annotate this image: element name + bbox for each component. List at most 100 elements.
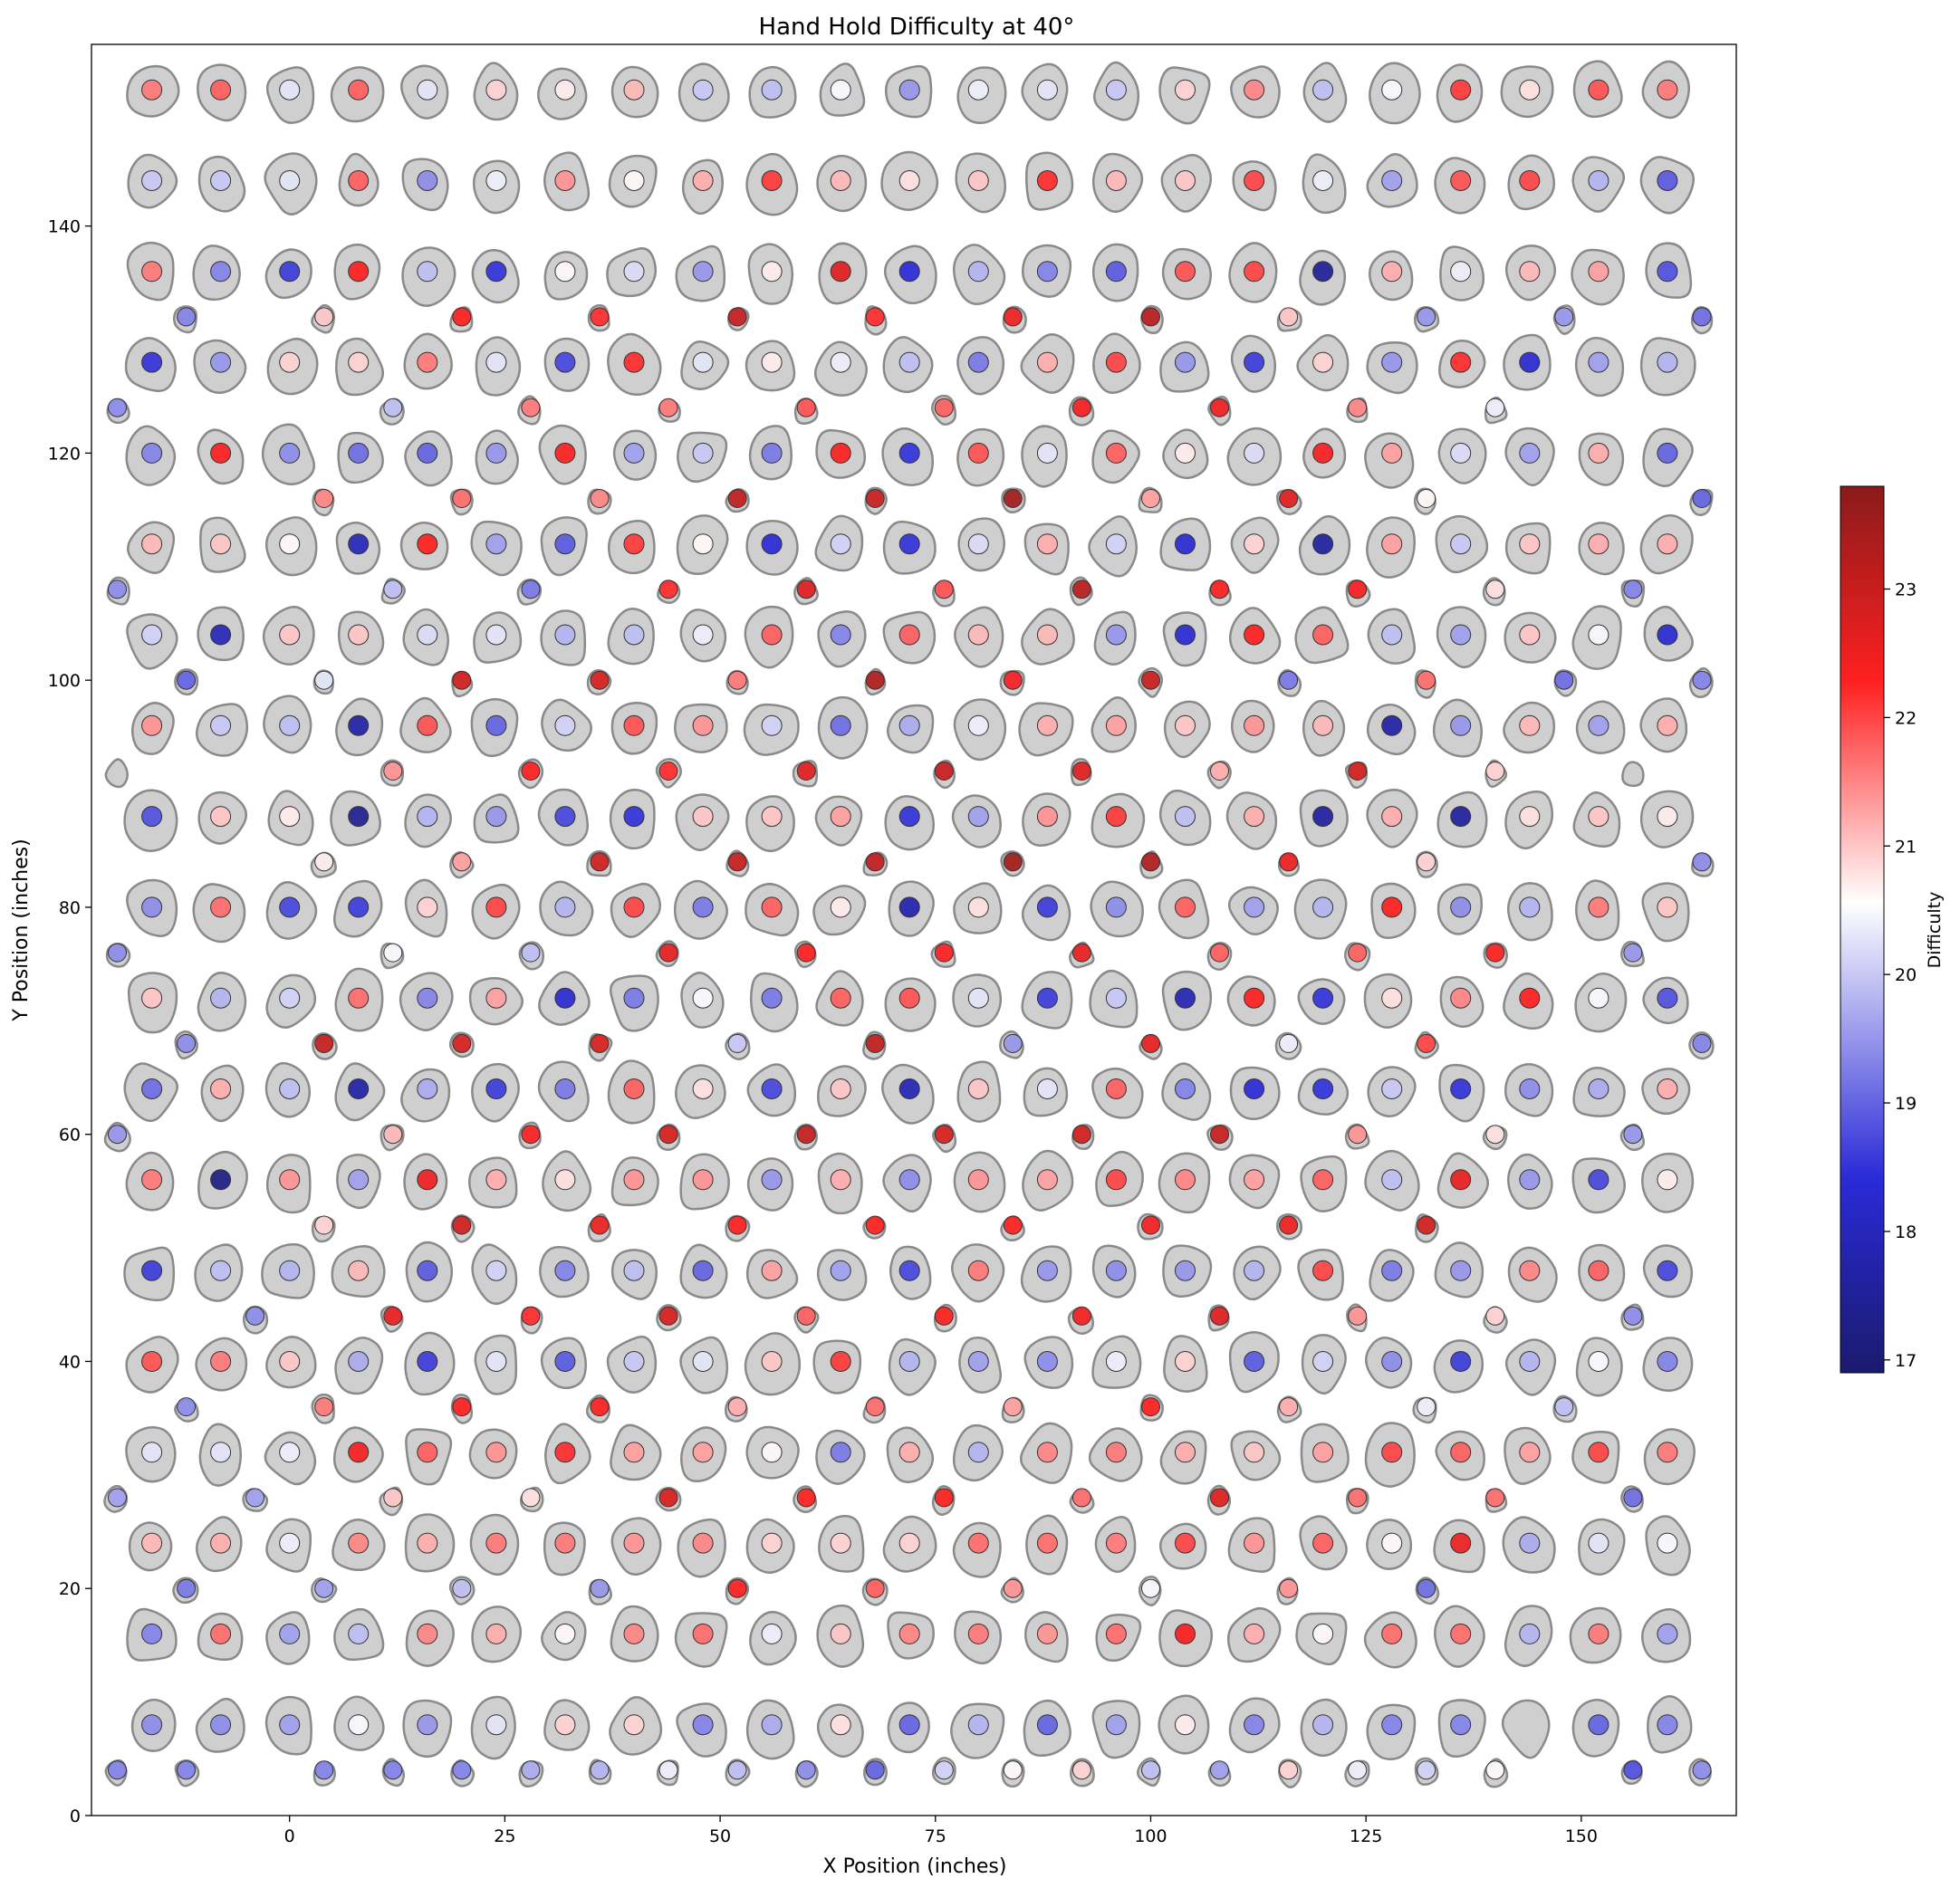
hold-point <box>417 624 438 646</box>
hold-point <box>1175 533 1196 555</box>
hold-point <box>1450 1623 1472 1644</box>
hold-point <box>1210 1306 1229 1326</box>
hold-point <box>1450 1351 1472 1372</box>
hold-point <box>967 261 989 283</box>
hold-point <box>796 1488 816 1508</box>
hold-point <box>210 79 232 101</box>
hold-point <box>1554 1397 1574 1417</box>
hold-point <box>1450 896 1472 918</box>
hold-point <box>727 852 747 872</box>
hold-point <box>1519 79 1541 101</box>
hold-point <box>1381 442 1403 464</box>
hold-point <box>554 1714 576 1736</box>
hold-point <box>1381 1623 1403 1644</box>
hold-point <box>554 1623 576 1644</box>
hold-point <box>1036 1714 1058 1736</box>
hold-point <box>279 442 301 464</box>
hold-point <box>1485 1306 1505 1326</box>
hold-point <box>485 1442 507 1463</box>
hold-point <box>210 1260 232 1281</box>
hold-point <box>898 1169 920 1191</box>
hold-point <box>692 1260 714 1281</box>
hold-point <box>177 1760 197 1780</box>
hold-point <box>1003 1760 1023 1780</box>
hold-point <box>1244 896 1265 918</box>
x-tick-label: 25 <box>494 1826 515 1846</box>
hold-point <box>898 1442 920 1463</box>
hold-point <box>1036 442 1058 464</box>
hold-point <box>245 1488 265 1508</box>
hold-point <box>1105 1260 1127 1281</box>
hold-point <box>898 1351 920 1372</box>
hold-point <box>967 806 989 828</box>
x-tick-label: 0 <box>284 1826 295 1846</box>
hold-point <box>141 351 163 373</box>
hold-point <box>967 987 989 1009</box>
hold-point <box>141 442 163 464</box>
hold-point <box>967 1623 989 1644</box>
hold-point <box>1175 624 1196 646</box>
hold-point <box>1312 806 1334 828</box>
hold-point <box>1279 307 1299 327</box>
hold-point <box>1312 714 1334 736</box>
hold-point <box>1348 943 1368 963</box>
hold-point <box>967 624 989 646</box>
hold-point <box>1312 533 1334 555</box>
hold-point <box>210 806 232 828</box>
hold-point <box>1244 1169 1265 1191</box>
hold-point <box>1279 852 1299 872</box>
hold-point <box>1210 580 1229 599</box>
hold-point <box>1244 1623 1265 1644</box>
hold-point <box>554 1442 576 1463</box>
x-tick-label: 125 <box>1350 1826 1382 1846</box>
hold-point <box>1450 624 1472 646</box>
hold-point <box>1105 1351 1127 1372</box>
hold-point <box>279 1351 301 1372</box>
hold-point <box>1312 79 1334 101</box>
hold-point <box>314 670 334 690</box>
hold-point <box>417 1623 438 1644</box>
hold-point <box>210 896 232 918</box>
hold-point <box>967 1532 989 1554</box>
hold-point <box>1657 442 1678 464</box>
hold-point <box>141 896 163 918</box>
hold-point <box>590 307 610 327</box>
hold-point <box>554 1260 576 1281</box>
hold-point <box>830 714 851 736</box>
hold-point <box>1381 624 1403 646</box>
hold-point <box>485 261 507 283</box>
hold-point <box>1381 170 1403 191</box>
hold-point <box>1657 1532 1678 1554</box>
hold-point <box>1279 1578 1299 1598</box>
hold-point <box>761 624 783 646</box>
hold-point <box>727 1397 747 1417</box>
hold-point <box>1623 1760 1643 1780</box>
hold-point <box>279 533 301 555</box>
hold-point <box>1105 1623 1127 1644</box>
hold-point <box>1417 852 1436 872</box>
hold-point <box>727 1033 747 1053</box>
hold-point <box>761 170 783 191</box>
hold-point <box>279 261 301 283</box>
hold-point <box>830 806 851 828</box>
hold-point <box>1588 261 1609 283</box>
hold-point <box>658 1306 678 1326</box>
hold-point <box>1588 624 1609 646</box>
hold-point <box>1417 1215 1436 1235</box>
y-tick-label: 0 <box>70 1807 81 1826</box>
hold-point <box>830 1714 851 1736</box>
hold-point <box>898 896 920 918</box>
hold-point <box>1417 307 1436 327</box>
hold-point <box>1175 1351 1196 1372</box>
hold-point <box>623 79 645 101</box>
hold-point <box>658 1488 678 1508</box>
hold-point <box>1588 1623 1609 1644</box>
colorbar-tick-label: 21 <box>1895 837 1917 857</box>
hold-point <box>452 852 472 872</box>
hold-point <box>692 896 714 918</box>
hold-point <box>141 1442 163 1463</box>
hold-point <box>590 1215 610 1235</box>
hold-point <box>1036 533 1058 555</box>
y-tick-label: 140 <box>48 217 81 237</box>
hold-point <box>141 987 163 1009</box>
